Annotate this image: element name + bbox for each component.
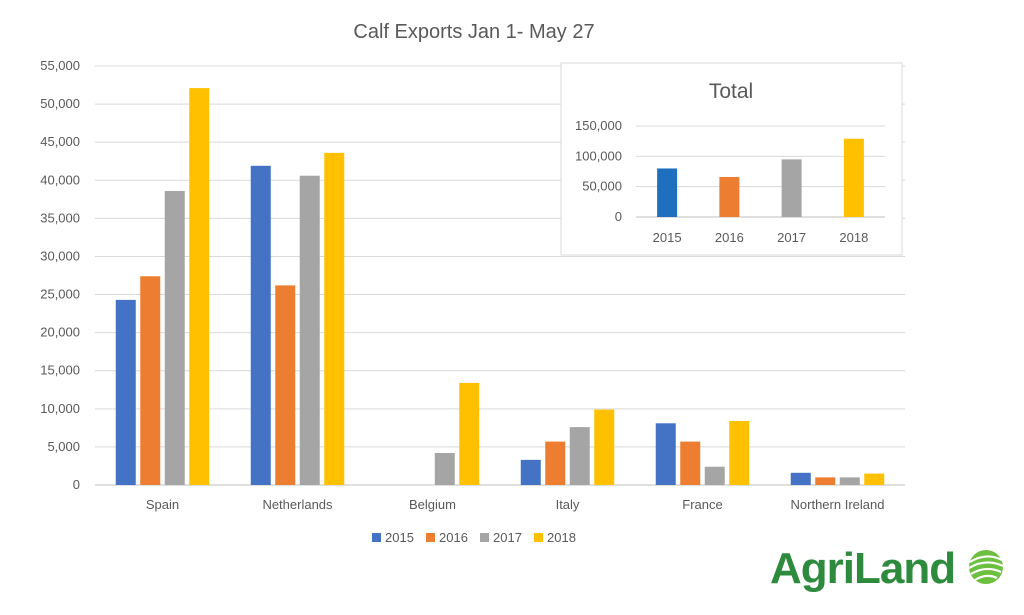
- logo-text-agri: Agri: [770, 544, 854, 593]
- logo-wordmark: AgriLand: [770, 544, 955, 593]
- main-y-tick-label: 55,000: [40, 58, 80, 73]
- logo-globe-icon: [968, 550, 1004, 584]
- bar-northern-ireland-2018: [864, 473, 885, 485]
- bar-netherlands-2015: [250, 165, 271, 485]
- inset-y-tick-label: 0: [615, 209, 622, 224]
- main-x-tick-label: Italy: [556, 497, 580, 512]
- main-y-tick-label: 0: [73, 477, 80, 492]
- inset-bars: [657, 138, 864, 217]
- bar-northern-ireland-2015: [790, 472, 811, 485]
- bar-netherlands-2018: [324, 152, 345, 485]
- main-y-tick-label: 20,000: [40, 325, 80, 340]
- bar-spain-2018: [189, 88, 210, 486]
- inset-gridlines: [636, 125, 885, 218]
- main-y-tick-label: 5,000: [47, 439, 80, 454]
- legend-swatch-2018: [534, 533, 543, 542]
- bar-belgium-2018: [459, 382, 480, 485]
- bar-italy-2018: [594, 409, 615, 485]
- bar-france-2018: [729, 421, 750, 485]
- main-y-tick-label: 10,000: [40, 401, 80, 416]
- inset-bar-2018: [843, 138, 864, 217]
- inset-x-tick-label: 2015: [653, 230, 682, 245]
- bar-france-2015: [655, 423, 676, 485]
- inset-title: Total: [709, 80, 753, 103]
- bar-france-2017: [704, 466, 725, 485]
- bar-italy-2016: [545, 441, 566, 485]
- bar-belgium-2017: [434, 453, 455, 485]
- main-y-tick-label: 25,000: [40, 287, 80, 302]
- legend-label-2017: 2017: [493, 530, 522, 545]
- legend-swatch-2017: [480, 533, 489, 542]
- inset-bar-2016: [719, 176, 740, 217]
- bar-france-2016: [680, 441, 701, 485]
- main-x-tick-label: Netherlands: [262, 497, 333, 512]
- legend-label-2015: 2015: [385, 530, 414, 545]
- bar-northern-ireland-2016: [815, 477, 836, 485]
- main-x-tick-label: Northern Ireland: [791, 497, 885, 512]
- main-y-tick-label: 15,000: [40, 363, 80, 378]
- main-y-tick-label: 45,000: [40, 134, 80, 149]
- bar-italy-2017: [569, 427, 590, 485]
- main-bars: [115, 88, 885, 486]
- main-x-tick-label: France: [682, 497, 722, 512]
- main-y-tick-label: 35,000: [40, 210, 80, 225]
- legend-swatch-2016: [426, 533, 435, 542]
- inset-y-tick-label: 150,000: [575, 118, 622, 133]
- agriland-logo: AgriLand: [770, 544, 1004, 593]
- legend: 2015 2016 2017 2018: [372, 530, 576, 545]
- main-y-tick-label: 50,000: [40, 96, 80, 111]
- inset-x-tick-labels: 2015 2016 2017 2018: [653, 230, 869, 245]
- inset-x-tick-label: 2018: [839, 230, 868, 245]
- bar-northern-ireland-2017: [839, 477, 860, 485]
- legend-label-2018: 2018: [547, 530, 576, 545]
- main-x-tick-label: Belgium: [409, 497, 456, 512]
- main-x-tick-label: Spain: [146, 497, 179, 512]
- total-inset-chart: Total 0 50,000 100,000 150,000 2015 2016 2017…: [560, 62, 903, 256]
- main-y-tick-labels: 0 5,000 10,000 15,000 20,000 25,000 30,000 35,0…: [40, 58, 80, 492]
- bar-netherlands-2016: [275, 285, 296, 485]
- chart-title: Calf Exports Jan 1- May 27: [353, 21, 594, 43]
- legend-swatch-2015: [372, 533, 381, 542]
- bar-italy-2015: [520, 459, 541, 485]
- inset-y-tick-labels: 0 50,000 100,000 150,000: [575, 118, 622, 224]
- main-x-tick-labels: Spain Netherlands Belgium Italy France Northe…: [146, 497, 885, 512]
- inset-y-tick-label: 50,000: [582, 179, 622, 194]
- bar-spain-2016: [140, 276, 161, 485]
- inset-y-tick-label: 100,000: [575, 148, 622, 163]
- inset-x-tick-label: 2017: [777, 230, 806, 245]
- logo-text-land: Land: [854, 544, 955, 593]
- bar-spain-2015: [115, 299, 136, 485]
- bar-spain-2017: [164, 190, 185, 486]
- inset-x-tick-label: 2016: [715, 230, 744, 245]
- main-y-tick-label: 30,000: [40, 248, 80, 263]
- main-y-tick-label: 40,000: [40, 172, 80, 187]
- inset-bar-2017: [781, 159, 802, 217]
- legend-label-2016: 2016: [439, 530, 468, 545]
- inset-bar-2015: [657, 168, 678, 217]
- bar-netherlands-2017: [299, 175, 320, 485]
